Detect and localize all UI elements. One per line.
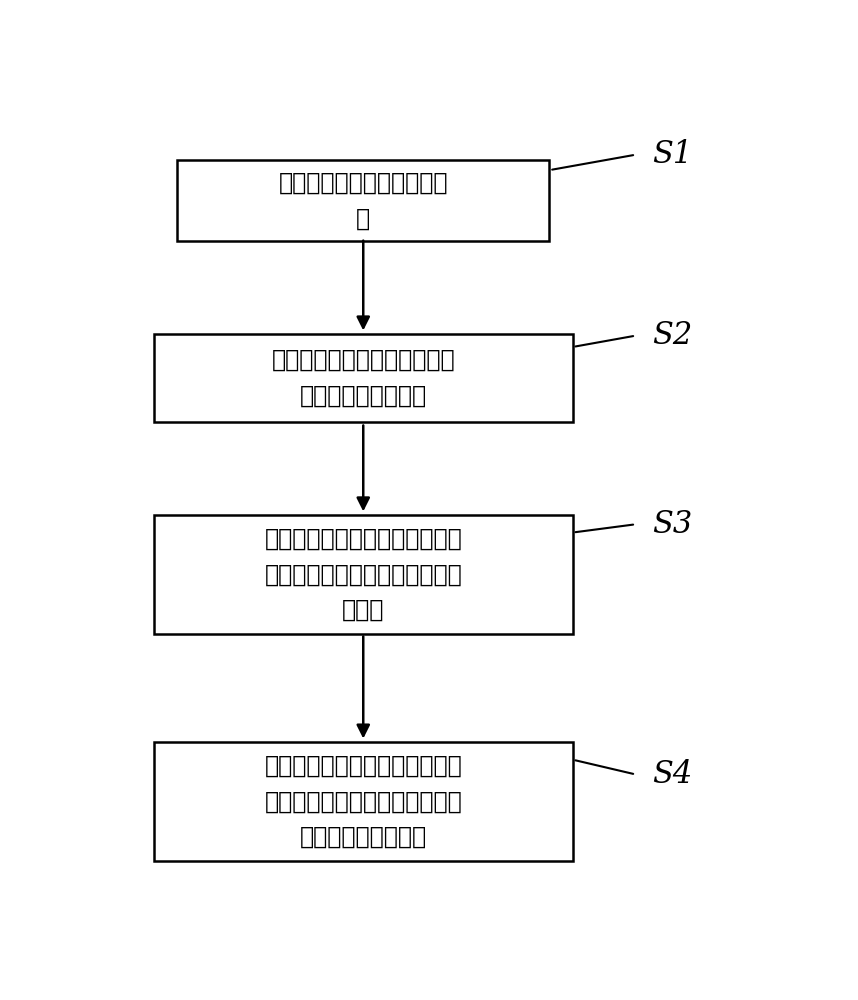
Text: 分析星上单机接口数据单，明
确薄膜电缆接点关系: 分析星上单机接口数据单，明 确薄膜电缆接点关系	[271, 348, 455, 408]
Text: 根据单机、结构件和热控件的布
局状态，进行薄膜电缆布线区和
安装区的详细设计。: 根据单机、结构件和热控件的布 局状态，进行薄膜电缆布线区和 安装区的详细设计。	[264, 754, 462, 849]
Text: 统一规定供电接口和通信接
口: 统一规定供电接口和通信接 口	[279, 171, 448, 231]
FancyBboxPatch shape	[154, 515, 572, 634]
FancyBboxPatch shape	[177, 160, 549, 241]
Text: S3: S3	[653, 509, 692, 540]
Text: S1: S1	[653, 139, 692, 170]
Text: S2: S2	[653, 320, 692, 351]
Text: 分析星上单机电气接口和通信接
口，设计薄膜电缆布线线阻和电
气特性: 分析星上单机电气接口和通信接 口，设计薄膜电缆布线线阻和电 气特性	[264, 527, 462, 622]
FancyBboxPatch shape	[154, 334, 572, 422]
Text: S4: S4	[653, 759, 692, 790]
FancyBboxPatch shape	[154, 742, 572, 861]
